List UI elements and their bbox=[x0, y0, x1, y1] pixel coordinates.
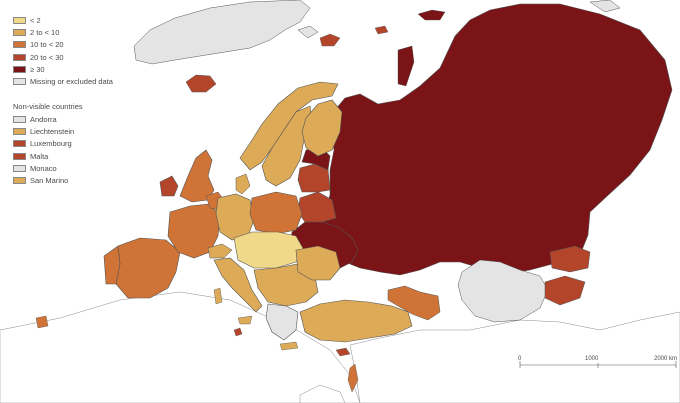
crete bbox=[279, 341, 299, 351]
legend-swatch bbox=[13, 177, 26, 185]
small-islands bbox=[233, 327, 243, 337]
arctic-islands bbox=[319, 25, 389, 47]
legend-swatch bbox=[13, 16, 26, 24]
ireland bbox=[159, 175, 179, 197]
norway bbox=[239, 81, 339, 171]
israel bbox=[347, 363, 359, 393]
legend-swatch bbox=[13, 128, 26, 136]
legend-label: 20 to < 30 bbox=[30, 52, 64, 62]
legend-item-20to30: 20 to < 30 bbox=[13, 51, 113, 63]
legend-label: Liechtenstein bbox=[30, 127, 75, 137]
nonvisible-heading: Non-visible countries bbox=[13, 101, 83, 111]
nonvisible-item-luxembourg: Luxembourg bbox=[13, 138, 113, 150]
nonvisible-item-liechtenstein: Liechtenstein bbox=[13, 125, 113, 137]
france bbox=[167, 203, 221, 259]
legend-swatch bbox=[13, 78, 26, 86]
scale-tick-2000: 2000 km bbox=[654, 356, 678, 362]
greenland bbox=[133, 0, 621, 65]
nonvisible-item-andorra: Andorra bbox=[13, 113, 113, 125]
legend-swatch bbox=[13, 115, 26, 123]
legend-label: < 2 bbox=[30, 15, 41, 25]
finland bbox=[301, 99, 343, 157]
caucasus bbox=[387, 285, 441, 321]
central-asia-missing bbox=[457, 259, 549, 323]
legend-label: Malta bbox=[30, 151, 49, 161]
tunisia-coast-dot bbox=[35, 315, 49, 329]
cyprus bbox=[335, 347, 351, 357]
legend-label: Andorra bbox=[30, 114, 57, 124]
scale-tick-0: 0 bbox=[518, 356, 522, 362]
legend-label: 10 to < 20 bbox=[30, 40, 64, 50]
legend-swatch bbox=[13, 28, 26, 36]
poland bbox=[249, 191, 303, 235]
italy bbox=[213, 257, 263, 313]
nonvisible-item-malta: Malta bbox=[13, 150, 113, 162]
iceland bbox=[185, 74, 217, 93]
legend-item-missing: Missing or excluded data bbox=[13, 75, 113, 87]
scale-tick-1000: 1000 bbox=[585, 356, 599, 362]
switzerland bbox=[207, 243, 233, 259]
central-europe bbox=[233, 231, 305, 269]
legend-label: Luxembourg bbox=[30, 139, 72, 149]
legend-swatch bbox=[13, 164, 26, 172]
legend-swatch bbox=[13, 53, 26, 61]
legend-label: ≥ 30 bbox=[30, 64, 45, 74]
legend-label: 2 to < 10 bbox=[30, 27, 60, 37]
legend-item-lt2: < 2 bbox=[13, 14, 113, 26]
tajikistan bbox=[544, 275, 586, 306]
legend-item-2to10: 2 to < 10 bbox=[13, 26, 113, 38]
portugal bbox=[103, 245, 121, 285]
uk bbox=[179, 149, 215, 203]
scale-bar bbox=[519, 361, 677, 368]
sardinia bbox=[213, 287, 223, 305]
romania bbox=[295, 245, 341, 281]
legend-item-10to20: 10 to < 20 bbox=[13, 39, 113, 51]
legend: < 2 2 to < 10 10 to < 20 20 to < 30 ≥ 30… bbox=[13, 14, 113, 187]
legend-label: Monaco bbox=[30, 163, 57, 173]
legend-label: Missing or excluded data bbox=[30, 77, 113, 87]
legend-swatch bbox=[13, 41, 26, 49]
legend-swatch bbox=[13, 140, 26, 148]
nonvisible-item-san-marino: San Marino bbox=[13, 175, 113, 187]
turkey bbox=[299, 299, 413, 343]
nonvisible-item-monaco: Monaco bbox=[13, 162, 113, 174]
legend-swatch bbox=[13, 152, 26, 160]
denmark bbox=[235, 173, 251, 195]
legend-item-ge30: ≥ 30 bbox=[13, 63, 113, 75]
greece bbox=[265, 303, 299, 341]
sicily bbox=[237, 315, 253, 325]
kyrgyzstan bbox=[549, 245, 591, 273]
legend-swatch bbox=[13, 65, 26, 73]
legend-label: San Marino bbox=[30, 176, 69, 186]
